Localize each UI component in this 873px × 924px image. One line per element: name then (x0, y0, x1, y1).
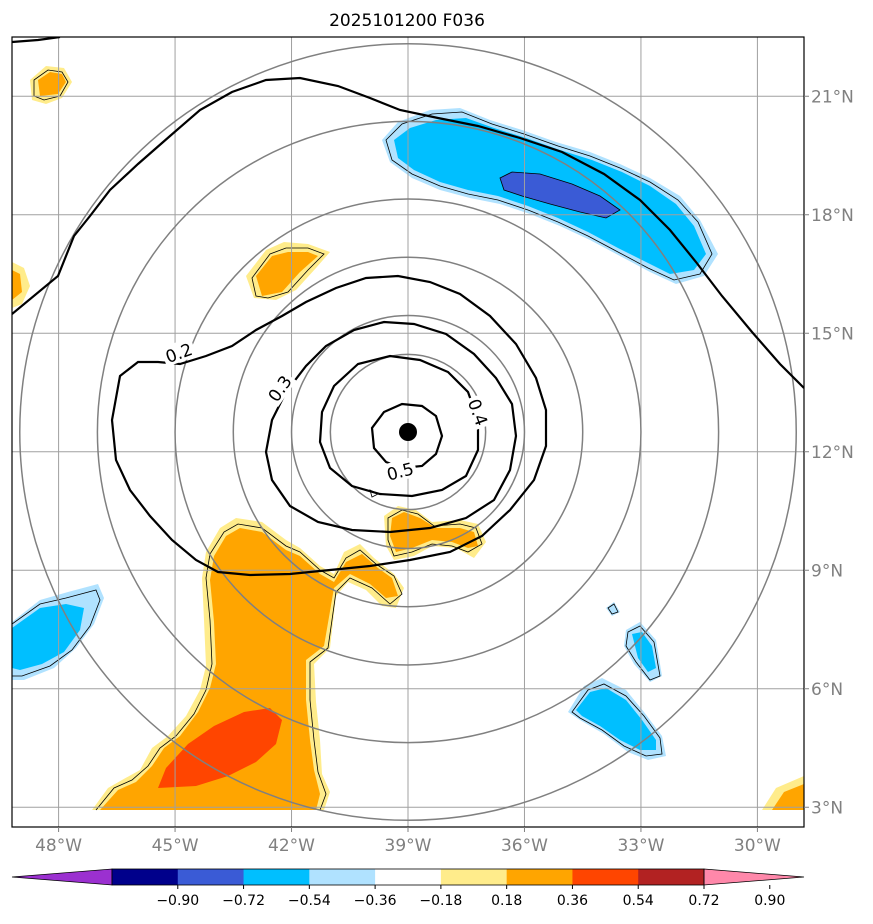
colorbar-extend-low (11, 868, 113, 886)
colorbar-segment-8 (638, 869, 705, 885)
colorbar-tick-label-8: 0.72 (688, 893, 719, 909)
colorbar-frame (111, 868, 705, 886)
range-rings (19, 43, 797, 821)
outline-ne-band (385, 111, 713, 281)
contour-labels: 0.20.30.40.5 (160, 337, 494, 486)
x-tick-label-3: 39°W (385, 836, 432, 856)
y-tick-label-1: 6°N (811, 680, 843, 700)
contour-0.4 (318, 354, 480, 498)
contour-label-bg-2 (463, 393, 494, 431)
contours (12, 37, 804, 577)
y-tick-label-4: 15°N (811, 324, 854, 344)
fill-w-edge (12, 270, 22, 300)
outline-se-neg3 (607, 603, 619, 615)
x-tick-label-4: 36°W (501, 836, 548, 856)
chart-title: 2025101200 F036 (329, 11, 485, 31)
range-ring-0 (329, 353, 487, 511)
outline-ne-core (499, 171, 621, 219)
colorbar-segment-2 (243, 869, 310, 885)
storm-center-marker (399, 423, 417, 441)
range-ring-2 (232, 256, 584, 608)
colorbar-segment-1 (177, 869, 245, 885)
map-area: 0.20.30.40.5 (12, 37, 804, 827)
range-ring-1 (290, 314, 526, 550)
colorbar-tick-label-5: 0.18 (491, 893, 522, 909)
y-tick-label-2: 9°N (811, 561, 843, 581)
contour-label-bg-0 (160, 337, 198, 367)
colorbar-segment-7 (572, 869, 639, 885)
fill-w-neg (12, 604, 84, 670)
colorbar-segment-0 (112, 869, 179, 885)
colorbar-tick-label-1: −0.72 (222, 893, 265, 909)
contour-0.2 (110, 274, 548, 577)
fill-outlines (12, 69, 713, 811)
contour-label-bg-1 (261, 369, 297, 407)
contour-ne-line (12, 76, 804, 389)
colorbar-tick-label-9: 0.90 (754, 893, 785, 909)
x-tick-label-6: 30°W (734, 836, 781, 856)
colorbar-segment-6 (506, 869, 573, 885)
colorbar: −0.90 −0.72 −0.54 −0.36 −0.18 0.18 0.36 0.54 0.7… (11, 868, 805, 909)
colorbar-segment-4 (375, 869, 442, 885)
outline-w-neg (12, 589, 101, 677)
x-tick-label-0: 48°W (35, 836, 82, 856)
y-tick-label-3: 12°N (811, 443, 854, 463)
contour-0.5 (370, 402, 444, 470)
fill-n-patch (256, 252, 318, 296)
colorbar-tick-label-3: −0.36 (354, 893, 397, 909)
fill-se-corner (772, 784, 804, 810)
outline-se-neg1 (571, 683, 663, 757)
colorbar-extend-high (703, 868, 805, 886)
colorbar-tick-label-2: −0.54 (288, 893, 331, 909)
x-axis: 48°W 45°W 42°W 39°W 36°W 33°W 30°W (35, 827, 781, 856)
y-axis: 3°N 6°N 9°N 12°N 15°N 18°N 21°N (804, 87, 854, 818)
fill-sw-plume (100, 528, 398, 810)
colorbar-tick-label-7: 0.54 (623, 893, 654, 909)
fill-se-neg1 (576, 688, 656, 750)
range-ring-3 (174, 198, 642, 666)
colorbar-tick-label-0: −0.90 (156, 893, 199, 909)
x-tick-label-1: 45°W (152, 836, 199, 856)
fill-ne-core (500, 172, 620, 218)
range-ring-5 (19, 43, 797, 821)
colorbar-segment-3 (309, 869, 376, 885)
y-tick-label-5: 18°N (811, 206, 854, 226)
outline-center-patch (387, 509, 483, 557)
colorbar-tick-label-4: −0.18 (419, 893, 462, 909)
contour-0.3 (264, 320, 518, 534)
fill-center-patch (390, 512, 478, 552)
fill-sw-core (158, 708, 282, 788)
colorbar-tick-label-6: 0.36 (557, 893, 588, 909)
contour-label-bg-3 (381, 456, 419, 485)
x-tick-label-2: 42°W (268, 836, 315, 856)
fill-se-neg2 (632, 632, 656, 672)
contour-nw-corner (12, 37, 61, 44)
y-tick-label-0: 3°N (811, 798, 843, 818)
x-tick-label-5: 33°W (617, 836, 664, 856)
colorbar-segment-5 (440, 869, 508, 885)
shading-layer (12, 66, 804, 810)
y-tick-label-6: 21°N (811, 87, 854, 107)
outline-n-patch (251, 247, 325, 299)
range-ring-4 (96, 120, 720, 744)
outline-se-neg2 (625, 625, 661, 681)
